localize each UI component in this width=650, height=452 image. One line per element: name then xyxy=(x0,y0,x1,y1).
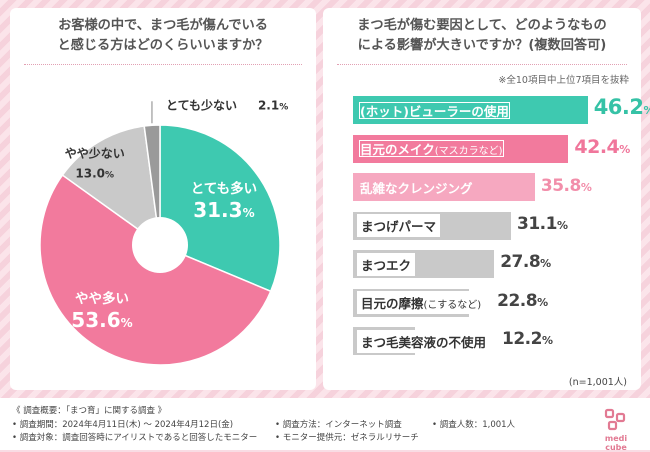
pie-slice-4 xyxy=(143,124,161,246)
bar-title-divider xyxy=(337,64,627,65)
bar-label-4: まつげパーマ xyxy=(357,214,441,237)
bar-question-title: まつ毛が傷む要因として、どのようなもの による影響が大きいですか？(複数回答可) xyxy=(323,16,641,56)
bar-title-line2: による影響が大きいですか？(複数回答可) xyxy=(357,38,607,53)
bar-value-2: 42.4% xyxy=(574,135,630,158)
pie-value-3: 13.0% xyxy=(75,167,114,181)
survey-period: • 調査期間：2024年4月11日(木) ～ 2024年4月12日(金) xyxy=(12,420,234,430)
pie-label-1: とても多い xyxy=(191,180,257,197)
survey-overview: 《 調査概要：「まつ育」に関する調査 》 xyxy=(12,406,167,416)
bar-label-6: 目元の摩擦(こするなど) xyxy=(357,291,486,314)
bar-value-5: 27.8% xyxy=(500,252,551,272)
survey-target: • 調査対象：調査回答時にアイリストであると回答したモニター xyxy=(12,433,258,443)
bar-5: まつエク xyxy=(353,250,495,278)
pie-label-4: とても少ない xyxy=(166,97,237,112)
survey-footer: 《 調査概要：「まつ育」に関する調査 》 • 調査期間：2024年4月11日(木… xyxy=(0,398,650,450)
survey-method: • 調査方法：インターネット調査 xyxy=(275,420,402,430)
pie-title-line2: と感じる方はどのくらいいますか？ xyxy=(57,38,269,53)
bar-label-1: (ホット)ビューラーの使用 xyxy=(357,99,512,121)
pie-question-title: お客様の中で、まつ毛が傷んでいる と感じる方はどのくらいいますか？ xyxy=(10,16,316,56)
logo-text: medi cube xyxy=(604,434,628,452)
bar-title-line1: まつ毛が傷む要因として、どのようなもの xyxy=(357,18,607,33)
bar-value-3: 35.8% xyxy=(540,176,592,196)
bar-value-7: 12.2% xyxy=(502,329,553,349)
pie-title-line1: お客様の中で、まつ毛が傷んでいる xyxy=(58,18,268,33)
survey-people: • 調査人数：1,001人 xyxy=(432,420,516,430)
bar-label-2: 目元のメイク(マスカラなど) xyxy=(357,138,506,159)
bar-1: (ホット)ビューラーの使用 xyxy=(353,96,588,124)
pie-value-4: 2.1% xyxy=(258,98,288,112)
extract-note: ※全10項目中上位7項目を抜粋 xyxy=(498,75,629,86)
pie-panel: お客様の中で、まつ毛が傷んでいる と感じる方はどのくらいいますか？ とても多い 3… xyxy=(10,8,316,390)
pie-center-hole xyxy=(132,217,188,273)
bar-7: まつ毛美容液の不使用 xyxy=(353,327,491,355)
bar-3: 乱雑なクレンジング xyxy=(353,173,535,201)
bar-label-7: まつ毛美容液の不使用 xyxy=(357,329,491,353)
bar-value-1: 46.2% xyxy=(593,95,650,119)
pie-label-2: やや多い xyxy=(75,290,129,307)
survey-provider: • モニター提供元：ゼネラルリサーチ xyxy=(275,433,419,443)
bar-value-4: 31.1% xyxy=(516,213,568,234)
sample-size: (n=1,001人) xyxy=(568,377,627,388)
medicube-logo-icon xyxy=(604,408,626,431)
bar-4: まつげパーマ xyxy=(353,211,511,240)
pie-title-divider xyxy=(24,64,302,65)
pie-slice-3 xyxy=(61,125,161,247)
bar-value-6: 22.8% xyxy=(497,290,548,311)
pie-label-3: やや少ない xyxy=(65,146,125,161)
bar-6: 目元の摩擦(こするなど) xyxy=(353,288,486,317)
bar-panel: まつ毛が傷む要因として、どのようなもの による影響が大きいですか？(複数回答可)… xyxy=(323,8,650,390)
medicube-logo: medi cube xyxy=(596,408,636,452)
bar-2: 目元のメイク(マスカラなど) xyxy=(353,134,569,163)
pie-slice-1 xyxy=(159,124,281,293)
bar-label-3: 乱雑なクレンジング xyxy=(357,176,476,198)
bar-label-5: まつエク xyxy=(357,252,416,276)
